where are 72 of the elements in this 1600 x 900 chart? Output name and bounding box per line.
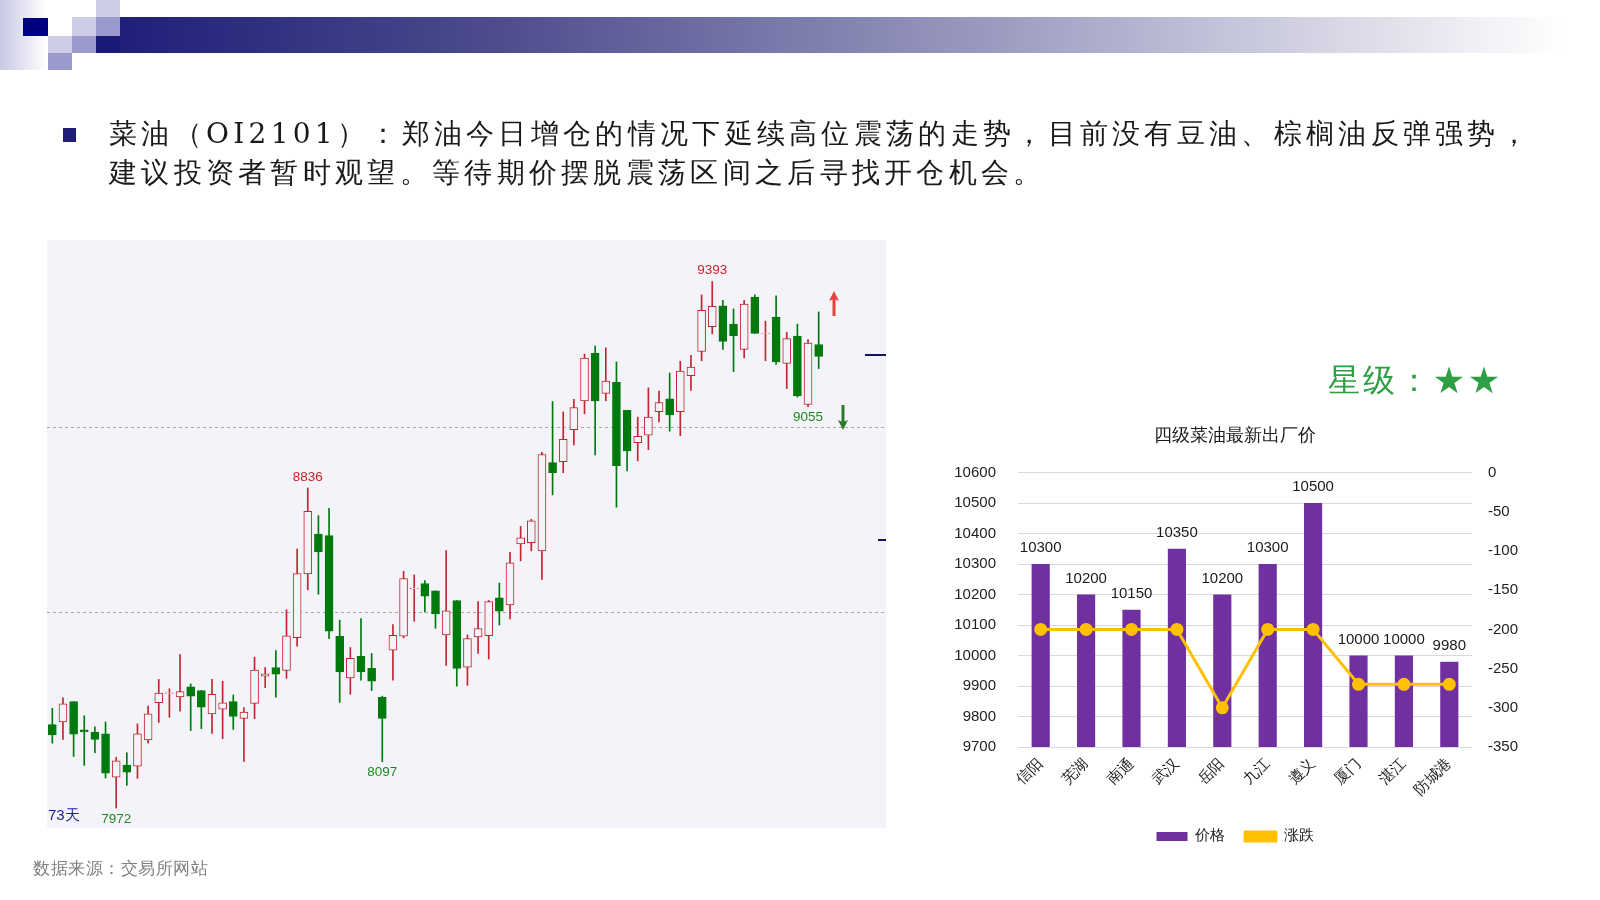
data-label: 10150: [1110, 583, 1153, 601]
data-label: 10000: [1383, 629, 1425, 647]
y2-tick-label: -150: [1488, 580, 1519, 598]
legend-label: 涨跌: [1283, 826, 1314, 845]
annotation: 9393: [697, 262, 728, 278]
x-tick-label: 厦门: [1330, 754, 1365, 789]
data-label: 10300: [1246, 538, 1289, 556]
chart-title: 四级菜油最新出厂价: [1154, 424, 1316, 446]
point: [1079, 622, 1093, 636]
x-tick-label: 九江: [1239, 754, 1274, 789]
y2-tick-label: -350: [1488, 737, 1519, 755]
point: [1306, 622, 1320, 636]
candlestick: [409, 574, 419, 622]
data-label: 10200: [1201, 568, 1244, 586]
x-tick-label: 武汉: [1148, 754, 1183, 789]
y-tick-label: 10100: [954, 615, 996, 633]
candlestick: [473, 601, 483, 654]
y-tick-label: 10600: [954, 462, 996, 480]
y2-tick-label: -200: [1488, 619, 1519, 637]
y2-tick-label: -250: [1488, 658, 1519, 676]
text: 菜油（OI2101）：郑油今日增仓的情况下延续高位震荡的走势，目前没有豆油、棕榈油反弹强势，建议投资者暂时观望。等待期价摆脱震荡区间之后寻找开仓机会。: [109, 116, 1534, 191]
data-label: 9980: [1432, 635, 1466, 653]
candlestick: [175, 654, 185, 712]
point: [1034, 622, 1048, 636]
point: [1170, 622, 1184, 636]
y-tick-label: 10200: [954, 584, 996, 602]
legend-label: 价格: [1194, 826, 1225, 845]
data-label: 10200: [1065, 568, 1107, 586]
annotation: 7972: [101, 810, 132, 826]
x-tick-label: 南通: [1103, 754, 1138, 789]
data-label: 10300: [1019, 538, 1062, 556]
y-tick-label: 10500: [954, 493, 996, 511]
text: 星级：★★: [1328, 360, 1504, 400]
y2-tick-label: 0: [1488, 462, 1497, 480]
candlestick: [239, 707, 249, 762]
y2-tick-label: -100: [1488, 541, 1519, 559]
annotation: 8097: [367, 764, 398, 780]
candlestick: [601, 347, 611, 402]
y-tick-label: 9900: [962, 676, 996, 694]
point: [1352, 677, 1365, 691]
y-tick-label: 10300: [954, 554, 996, 572]
x-tick-label: 信阳: [1012, 754, 1047, 789]
x-tick-label: 岳阳: [1193, 754, 1228, 789]
data-label: 10500: [1292, 477, 1334, 495]
x-tick-label: 湛江: [1375, 754, 1410, 789]
data-label: 10000: [1337, 629, 1380, 647]
point: [1397, 677, 1411, 691]
candlestick: [633, 416, 643, 462]
y2-tick-label: -300: [1488, 697, 1519, 715]
point: [1125, 622, 1138, 636]
annotation: 9055: [793, 409, 824, 425]
y-tick-label: 10000: [954, 645, 996, 663]
x-tick-label: 芜湖: [1057, 754, 1092, 789]
annotation: 73天: [48, 806, 80, 824]
point: [1261, 622, 1275, 636]
candlestick: [122, 752, 132, 786]
y-tick-label: 9800: [962, 706, 996, 724]
x-tick-label: 防城港: [1410, 754, 1455, 799]
y-tick-label: 10400: [954, 523, 996, 541]
candlestick: [814, 311, 824, 369]
candlestick: [79, 715, 89, 766]
y2-tick-label: -50: [1488, 501, 1510, 519]
data-label: 10350: [1156, 522, 1198, 540]
x-tick-label: 遵义: [1284, 754, 1319, 789]
annotation: 8836: [292, 468, 323, 484]
candlestick: [271, 650, 281, 698]
point: [1215, 701, 1229, 715]
source-note: 数据来源：交易所网站: [33, 857, 209, 879]
y-tick-label: 9700: [962, 737, 996, 755]
point: [1442, 677, 1456, 691]
candlestick: [154, 679, 164, 723]
candlestick: [186, 683, 196, 731]
